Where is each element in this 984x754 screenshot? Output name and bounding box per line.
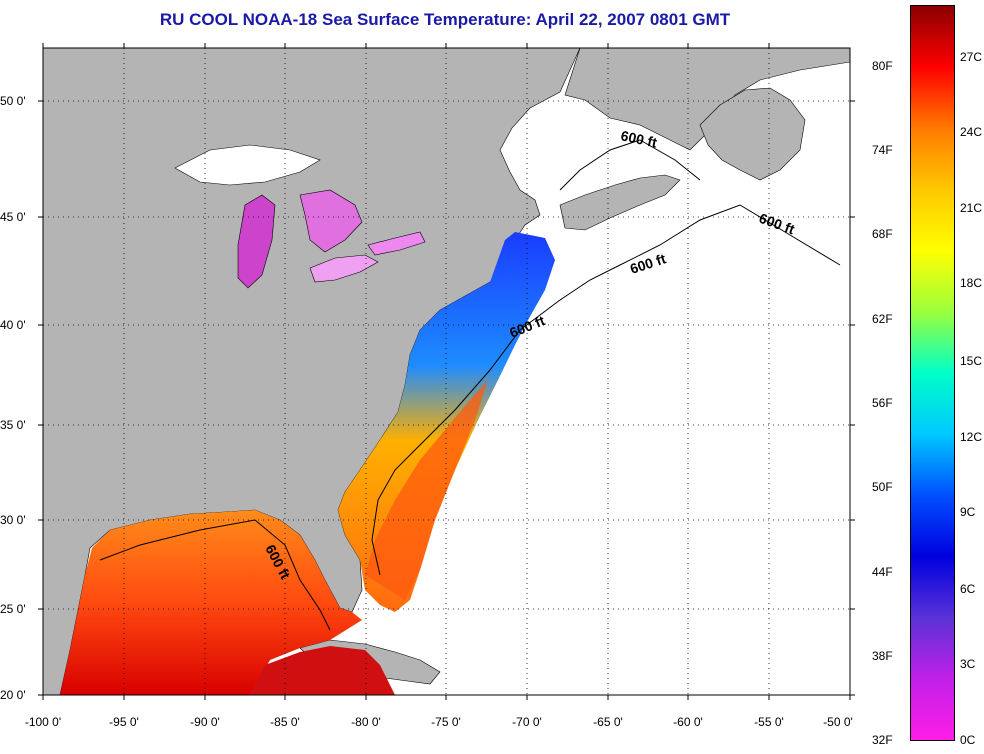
lat-label-40: 40 0'	[0, 318, 26, 332]
colorbar-c-12: 12C	[960, 430, 983, 444]
longitude-labels: -100 0' -95 0' -90 0' -85 0' -80 0' -75 …	[25, 715, 853, 729]
lon-label--80: -80 0'	[351, 715, 381, 729]
lat-label-25: 25 0'	[0, 602, 26, 616]
depth-contour-canada	[559, 139, 701, 191]
lon-label--75: -75 0'	[431, 715, 461, 729]
lon-label--55: -55 0'	[754, 715, 784, 729]
lake-huron	[299, 189, 363, 253]
lon-label--100: -100 0'	[25, 715, 61, 729]
map-title: RU COOL NOAA-18 Sea Surface Temperature:…	[159, 10, 731, 29]
temperature-colorbar	[910, 5, 955, 741]
colorbar-f-32: 32F	[872, 733, 893, 747]
lake-ontario	[367, 231, 426, 256]
colorbar-c-15: 15C	[960, 354, 983, 368]
tick-marks	[38, 43, 855, 700]
colorbar-c-27: 27C	[960, 50, 983, 64]
lat-label-20: 20 0'	[0, 688, 26, 702]
lake-erie	[309, 254, 379, 283]
lon-label--95: -95 0'	[109, 715, 139, 729]
latitude-labels: 50 0' 45 0' 40 0' 35 0' 30 0' 25 0' 20 0…	[0, 94, 26, 702]
lat-label-30: 30 0'	[0, 513, 26, 527]
colorbar-f-74: 74F	[872, 143, 893, 157]
depth-label-gulf-st-lawrence: 600 ft	[619, 127, 658, 150]
lon-label--70: -70 0'	[512, 715, 542, 729]
lat-label-35: 35 0'	[0, 418, 26, 432]
lon-label--60: -60 0'	[673, 715, 703, 729]
colorbar-f-50: 50F	[872, 480, 893, 494]
colorbar-f-68: 68F	[872, 227, 893, 241]
lat-label-50: 50 0'	[0, 94, 26, 108]
sst-caribbean	[250, 646, 395, 695]
lon-label--50: -50 0'	[823, 715, 853, 729]
colorbar-f-44: 44F	[872, 565, 893, 579]
lake-superior	[174, 144, 321, 186]
colorbar-f-80: 80F	[872, 59, 893, 73]
colorbar-c-24: 24C	[960, 125, 983, 139]
colorbar-c-18: 18C	[960, 276, 983, 290]
colorbar-c-0: 0C	[960, 733, 976, 747]
sst-gulf-stream	[365, 380, 488, 600]
sst-gulf-of-mexico	[60, 510, 362, 695]
colorbar-c-6: 6C	[960, 582, 976, 596]
lon-label--90: -90 0'	[190, 715, 220, 729]
lon-label--85: -85 0'	[270, 715, 300, 729]
lon-label--65: -65 0'	[593, 715, 623, 729]
colorbar-f-62: 62F	[872, 312, 893, 326]
depth-contour-gulf	[99, 519, 331, 631]
colorbar-c-9: 9C	[960, 505, 976, 519]
land-nova-scotia	[559, 174, 681, 231]
land-newfoundland	[699, 87, 806, 181]
depth-contour-shelf	[519, 204, 841, 331]
land-maritimes	[564, 48, 850, 151]
colorbar-c-21: 21C	[960, 201, 983, 215]
depth-contour-atlantic	[371, 329, 521, 576]
lake-michigan	[237, 194, 276, 289]
colorbar-f-38: 38F	[872, 649, 893, 663]
colorbar-f-56: 56F	[872, 396, 893, 410]
colorbar-c-3: 3C	[960, 657, 976, 671]
lat-label-45: 45 0'	[0, 210, 26, 224]
